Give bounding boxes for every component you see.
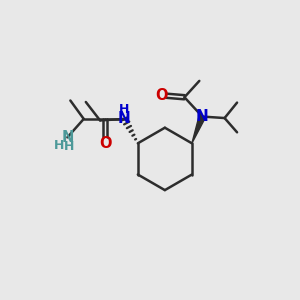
Text: N: N xyxy=(61,130,74,145)
Text: H: H xyxy=(54,139,64,152)
Text: N: N xyxy=(118,111,131,126)
Text: H: H xyxy=(64,140,74,153)
Text: H: H xyxy=(119,103,129,116)
Text: O: O xyxy=(155,88,168,103)
Polygon shape xyxy=(192,116,205,143)
Text: O: O xyxy=(99,136,111,151)
Text: N: N xyxy=(196,109,209,124)
